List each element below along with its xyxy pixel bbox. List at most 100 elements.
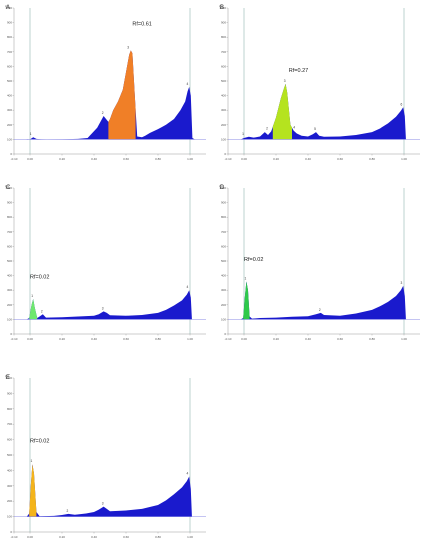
y-tick-label: 700	[7, 230, 12, 234]
x-tick-label: 0.60	[123, 337, 129, 341]
y-tick-label: 600	[7, 244, 12, 248]
x-tick-label: 0.80	[155, 337, 161, 341]
peak-label: 2	[67, 509, 69, 513]
y-tick-label: 200	[7, 123, 12, 127]
x-tick-label: 0.20	[273, 157, 279, 161]
y-tick-label: 1000	[5, 186, 12, 190]
x-tick-label: 0.80	[369, 157, 375, 161]
chart-svg: DAU 0 100 200 300 400 500 600 700 800 900 1000 -0.10…	[219, 184, 420, 341]
x-tick-label: 0.80	[155, 535, 161, 539]
profile-area	[26, 464, 195, 517]
chart-svg: BAU 0 100 200 300 400 500 600 700 800 900 1000 -0.10…	[219, 4, 420, 161]
x-tick-label: -0.10	[11, 157, 18, 161]
y-tick-label: 1000	[5, 376, 12, 380]
peak-label: 1	[30, 132, 32, 136]
y-tick-label: 700	[7, 50, 12, 54]
y-unit-label: AU	[219, 4, 223, 8]
y-tick-label: 0	[10, 152, 12, 156]
x-tick-label: 0.00	[27, 157, 33, 161]
y-unit-label: AU	[5, 4, 9, 8]
chart-svg: CAU 0 100 200 300 400 500 600 700 800 900 1000 -0.10…	[5, 184, 206, 341]
peak-label: 3	[401, 281, 403, 285]
rf-label: Rf=0.02	[244, 257, 263, 263]
x-tick-label: -0.10	[225, 337, 232, 341]
peak-label: 1	[242, 132, 244, 136]
y-tick-label: 400	[7, 274, 12, 278]
highlighted-peak-area	[243, 281, 250, 320]
y-tick-label: 500	[7, 259, 12, 263]
x-tick-label: 0.80	[369, 337, 375, 341]
panel-letter: B	[220, 5, 224, 11]
chromatogram-panel-e: E AU 0 100 200 300 400 500 600 700 800 900 1000 -0.10…	[0, 370, 214, 548]
y-tick-label: 600	[7, 64, 12, 68]
y-tick-label: 0	[10, 530, 12, 534]
peak-label: 1	[245, 276, 247, 280]
y-tick-label: 900	[7, 391, 12, 395]
y-tick-label: 300	[7, 484, 12, 488]
chromatogram-panel-d: D AU 0 100 200 300 400 500 600 700 800 900 1000 -0.10…	[214, 180, 428, 350]
peak-label: 6	[401, 102, 403, 106]
y-tick-label: 300	[221, 108, 226, 112]
rf-label: Rf=0.02	[30, 275, 49, 281]
y-tick-label: 400	[7, 468, 12, 472]
y-tick-label: 500	[221, 259, 226, 263]
y-tick-label: 900	[221, 21, 226, 25]
peak-label: 3	[102, 502, 104, 506]
y-tick-label: 800	[221, 35, 226, 39]
highlighted-peak-area	[108, 50, 136, 140]
y-tick-label: 800	[7, 35, 12, 39]
y-tick-label: 0	[224, 152, 226, 156]
y-tick-label: 100	[221, 317, 226, 321]
y-tick-label: 400	[7, 94, 12, 98]
x-tick-label: 0.20	[59, 157, 65, 161]
y-tick-label: 0	[224, 332, 226, 336]
y-tick-label: 0	[10, 332, 12, 336]
peak-label: 4	[293, 126, 295, 130]
y-tick-label: 900	[7, 201, 12, 205]
y-tick-label: 700	[221, 50, 226, 54]
x-tick-label: 0.60	[337, 337, 343, 341]
x-tick-label: -0.10	[11, 535, 18, 539]
y-tick-label: 400	[221, 274, 226, 278]
peak-label: 4	[187, 285, 189, 289]
highlighted-peak-area	[272, 83, 292, 140]
peak-label: 2	[266, 126, 268, 130]
x-tick-label: 0.60	[123, 535, 129, 539]
panel-letter: A	[6, 5, 10, 11]
y-tick-label: 300	[7, 288, 12, 292]
y-tick-label: 700	[7, 422, 12, 426]
y-tick-label: 200	[221, 303, 226, 307]
peak-label: 1	[31, 459, 33, 463]
x-tick-label: 1.00	[187, 535, 193, 539]
x-tick-label: 0.60	[337, 157, 343, 161]
y-tick-label: 200	[7, 303, 12, 307]
panel-letter: D	[220, 185, 225, 191]
chart-svg: EAU 0 100 200 300 400 500 600 700 800 900 1000 -0.10…	[5, 374, 206, 539]
chart-svg: AAU 0 100 200 300 400 500 600 700 800 900 1000 -0.10…	[5, 4, 206, 161]
x-tick-label: 0.20	[59, 337, 65, 341]
panel-letter: E	[6, 375, 10, 381]
y-tick-label: 500	[7, 453, 12, 457]
profile-area	[240, 83, 409, 140]
x-tick-label: 0.80	[155, 157, 161, 161]
profile-area	[240, 281, 409, 320]
x-tick-label: 0.40	[91, 337, 97, 341]
y-tick-label: 100	[221, 137, 226, 141]
chromatogram-panel-c: C AU 0 100 200 300 400 500 600 700 800 900 1000 -0.10…	[0, 180, 214, 350]
peak-label: 2	[319, 308, 321, 312]
highlighted-peak-area	[29, 298, 38, 320]
y-unit-label: AU	[5, 184, 9, 188]
x-tick-label: 1.00	[401, 337, 407, 341]
rf-label: Rf=0.61	[132, 22, 151, 28]
peak-label: 3	[127, 45, 129, 49]
y-tick-label: 1000	[219, 6, 226, 10]
x-tick-label: -0.10	[11, 337, 18, 341]
y-tick-label: 1000	[5, 6, 12, 10]
peak-label: 4	[187, 472, 189, 476]
y-tick-label: 300	[7, 108, 12, 112]
x-tick-label: 0.40	[305, 157, 311, 161]
peak-label: 2	[41, 309, 43, 313]
rf-label: Rf=0.27	[289, 68, 308, 74]
x-tick-label: 1.00	[187, 337, 193, 341]
x-tick-label: 0.40	[91, 535, 97, 539]
